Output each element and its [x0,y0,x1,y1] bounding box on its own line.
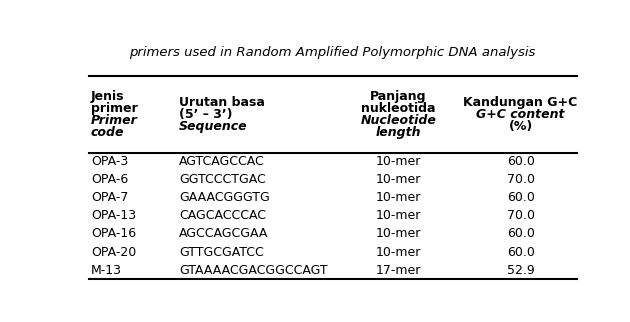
Text: 10-mer: 10-mer [376,173,421,186]
Text: 60.0: 60.0 [507,227,534,241]
Text: 10-mer: 10-mer [376,246,421,259]
Text: OPA-3: OPA-3 [91,155,129,168]
Text: 10-mer: 10-mer [376,191,421,204]
Text: code: code [91,126,125,138]
Text: 60.0: 60.0 [507,191,534,204]
Text: AGCCAGCGAA: AGCCAGCGAA [179,227,268,241]
Text: primers used in Random Amplified Polymorphic DNA analysis: primers used in Random Amplified Polymor… [129,46,536,59]
Text: 17-mer: 17-mer [376,264,421,277]
Text: GAAACGGGTG: GAAACGGGTG [179,191,270,204]
Text: Urutan basa: Urutan basa [179,96,265,109]
Text: OPA-7: OPA-7 [91,191,129,204]
Text: GGTCCCTGAC: GGTCCCTGAC [179,173,266,186]
Text: AGTCAGCCAC: AGTCAGCCAC [179,155,265,168]
Text: Panjang: Panjang [370,90,427,103]
Text: Primer: Primer [91,114,138,127]
Text: Nucleotide: Nucleotide [360,114,437,127]
Text: 70.0: 70.0 [507,209,535,223]
Text: (5’ – 3’): (5’ – 3’) [179,108,232,121]
Text: 52.9: 52.9 [507,264,534,277]
Text: Jenis: Jenis [91,90,125,103]
Text: (%): (%) [508,120,533,133]
Text: G+C content: G+C content [476,108,565,121]
Text: OPA-13: OPA-13 [91,209,136,223]
Text: GTTGCGATCC: GTTGCGATCC [179,246,263,259]
Text: 10-mer: 10-mer [376,209,421,223]
Text: 10-mer: 10-mer [376,227,421,241]
Text: 10-mer: 10-mer [376,155,421,168]
Text: nukleotida: nukleotida [361,102,436,115]
Text: OPA-16: OPA-16 [91,227,136,241]
Text: Kandungan G+C: Kandungan G+C [464,96,578,109]
Text: Sequence: Sequence [179,120,248,133]
Text: 70.0: 70.0 [507,173,535,186]
Text: GTAAAACGACGGCCAGT: GTAAAACGACGGCCAGT [179,264,328,277]
Text: CAGCACCCAC: CAGCACCCAC [179,209,266,223]
Text: M-13: M-13 [91,264,122,277]
Text: length: length [376,126,421,138]
Text: OPA-20: OPA-20 [91,246,136,259]
Text: 60.0: 60.0 [507,155,534,168]
Text: OPA-6: OPA-6 [91,173,129,186]
Text: 60.0: 60.0 [507,246,534,259]
Text: primer: primer [91,102,138,115]
